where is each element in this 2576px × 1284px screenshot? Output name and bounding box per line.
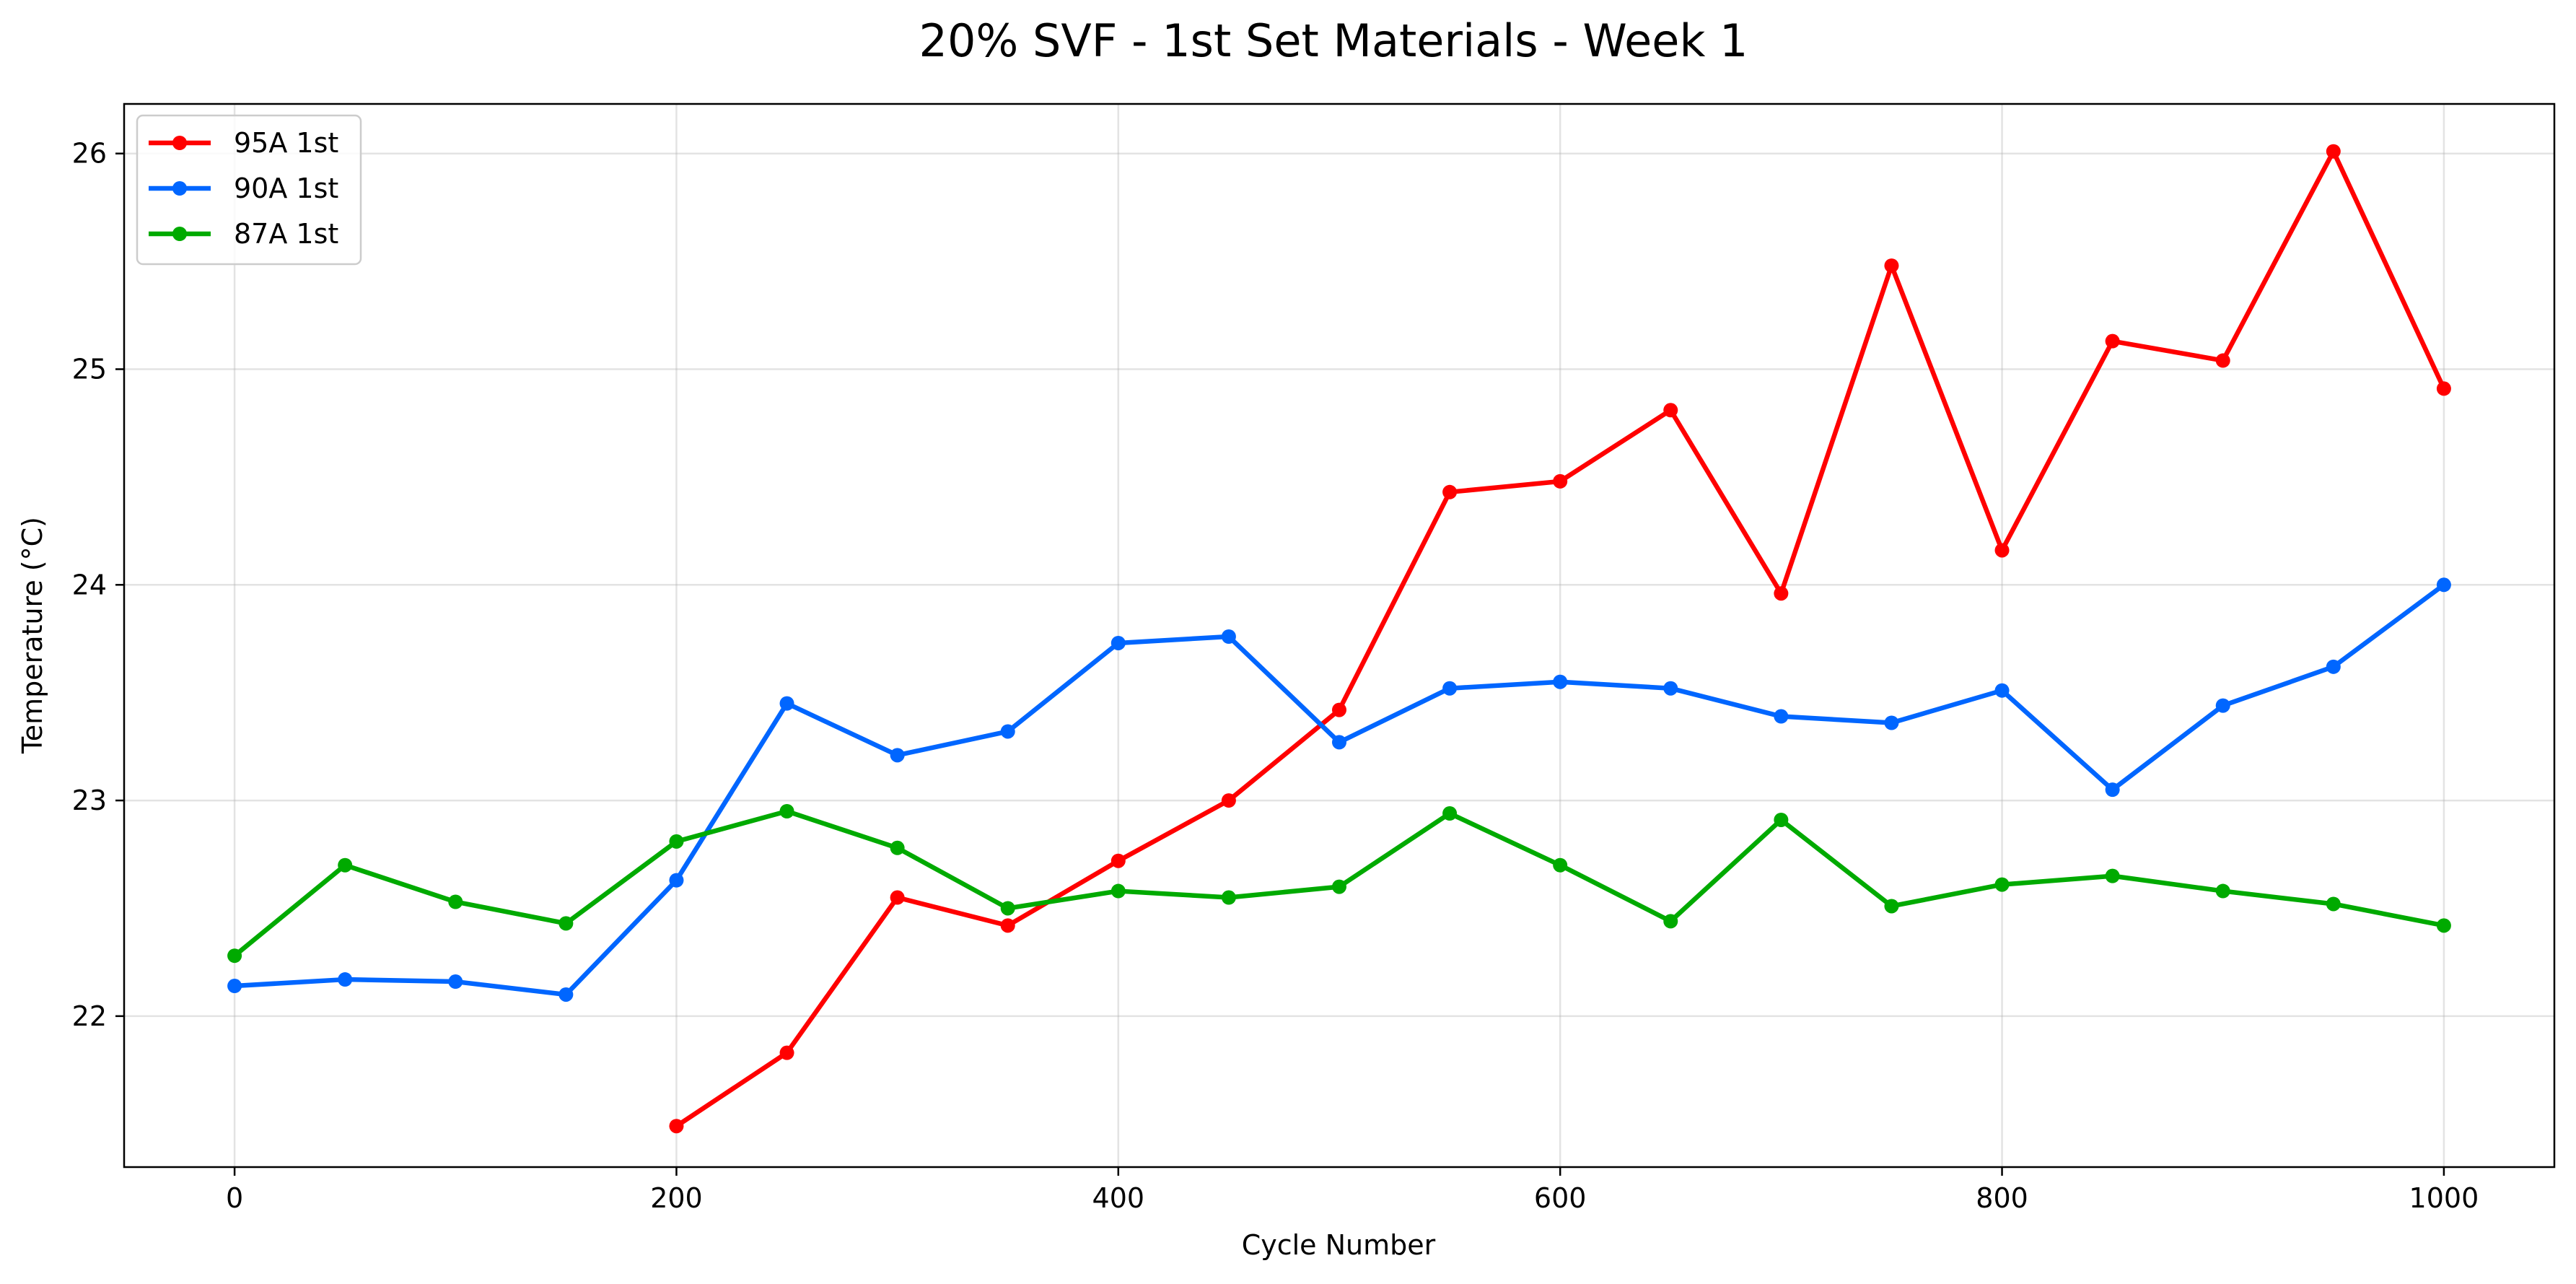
- legend-item: 90A 1st: [149, 172, 338, 204]
- data-point: [448, 894, 463, 909]
- series-0: [669, 144, 2451, 1134]
- series-1: [227, 577, 2451, 1002]
- data-point: [2215, 883, 2230, 899]
- data-point: [1994, 543, 2010, 558]
- legend-item: 95A 1st: [149, 127, 338, 159]
- data-point: [1774, 586, 1789, 601]
- data-point: [1000, 724, 1015, 739]
- legend: 95A 1st 90A 1st 87A 1st: [136, 114, 362, 266]
- plot-frame: [123, 102, 2556, 1169]
- x-tick-label: 1000: [2409, 1182, 2479, 1214]
- legend-item: 87A 1st: [149, 218, 338, 250]
- data-point: [1110, 853, 1126, 868]
- data-point: [1221, 793, 1236, 808]
- data-point: [1332, 879, 1346, 894]
- y-axis: 22 23 24 25 26: [72, 138, 124, 1032]
- data-point: [779, 804, 794, 819]
- data-point: [1553, 674, 1568, 689]
- legend-box: [136, 114, 362, 266]
- y-tick-label: 22: [72, 1000, 107, 1032]
- data-point: [2326, 659, 2341, 674]
- data-point: [1110, 883, 1126, 899]
- data-point: [1332, 702, 1346, 717]
- data-point: [779, 1045, 794, 1060]
- data-point: [1774, 709, 1789, 724]
- legend-marker: [172, 136, 187, 150]
- legend-label: 87A 1st: [234, 218, 338, 250]
- data-point: [1221, 629, 1236, 644]
- data-point: [1442, 484, 1458, 499]
- x-tick-label: 800: [1976, 1182, 2028, 1214]
- data-point: [1110, 635, 1126, 650]
- data-point: [2436, 918, 2451, 933]
- data-point: [2215, 353, 2230, 368]
- data-point: [1884, 258, 1899, 274]
- x-axis-label: Cycle Number: [1242, 1229, 1436, 1261]
- x-tick-label: 200: [650, 1182, 703, 1214]
- data-point: [2105, 782, 2120, 798]
- series-layer: [227, 144, 2451, 1134]
- x-tick-label: 400: [1092, 1182, 1145, 1214]
- data-point: [2215, 698, 2230, 713]
- data-point: [227, 979, 242, 994]
- data-point: [2436, 381, 2451, 396]
- legend-marker: [172, 181, 187, 196]
- data-point: [2105, 333, 2120, 349]
- data-point: [2326, 896, 2341, 912]
- data-point: [338, 857, 353, 873]
- data-point: [2105, 868, 2120, 883]
- data-point: [1553, 473, 1568, 489]
- y-tick-label: 24: [72, 569, 107, 600]
- data-point: [338, 972, 353, 987]
- data-point: [1332, 735, 1346, 750]
- data-point: [1884, 899, 1899, 914]
- data-point: [1994, 683, 2010, 698]
- data-point: [1442, 805, 1458, 821]
- data-point: [669, 1119, 684, 1134]
- data-point: [890, 748, 905, 763]
- data-point: [227, 948, 242, 964]
- data-point: [1221, 890, 1236, 905]
- data-point: [2326, 144, 2341, 159]
- y-tick-label: 25: [72, 354, 107, 385]
- data-point: [558, 987, 574, 1002]
- series-2: [227, 804, 2451, 964]
- y-tick-label: 26: [72, 138, 107, 170]
- data-point: [1000, 901, 1015, 916]
- data-point: [669, 873, 684, 888]
- data-point: [558, 916, 574, 931]
- data-point: [779, 696, 794, 711]
- data-point: [1442, 681, 1458, 696]
- data-point: [1663, 914, 1678, 929]
- y-tick-label: 23: [72, 785, 107, 816]
- x-axis: 0 200 400 600 800 1000: [226, 1167, 2479, 1214]
- grid: [124, 104, 2554, 1167]
- x-tick-label: 600: [1534, 1182, 1587, 1214]
- data-point: [1000, 918, 1015, 933]
- data-point: [890, 890, 905, 905]
- data-point: [1663, 681, 1678, 696]
- data-point: [1884, 715, 1899, 730]
- legend-label: 90A 1st: [234, 172, 338, 204]
- data-point: [1553, 857, 1568, 873]
- data-point: [1994, 877, 2010, 892]
- data-point: [2436, 577, 2451, 593]
- data-point: [448, 974, 463, 990]
- data-point: [669, 834, 684, 849]
- legend-label: 95A 1st: [234, 127, 338, 159]
- y-axis-label: Temperature (°C): [17, 517, 48, 754]
- data-point: [890, 840, 905, 855]
- data-point: [1663, 403, 1678, 418]
- legend-marker: [172, 227, 187, 241]
- chart-title: 20% SVF - 1st Set Materials - Week 1: [919, 14, 1748, 67]
- data-point: [1774, 812, 1789, 827]
- x-tick-label: 0: [226, 1182, 243, 1214]
